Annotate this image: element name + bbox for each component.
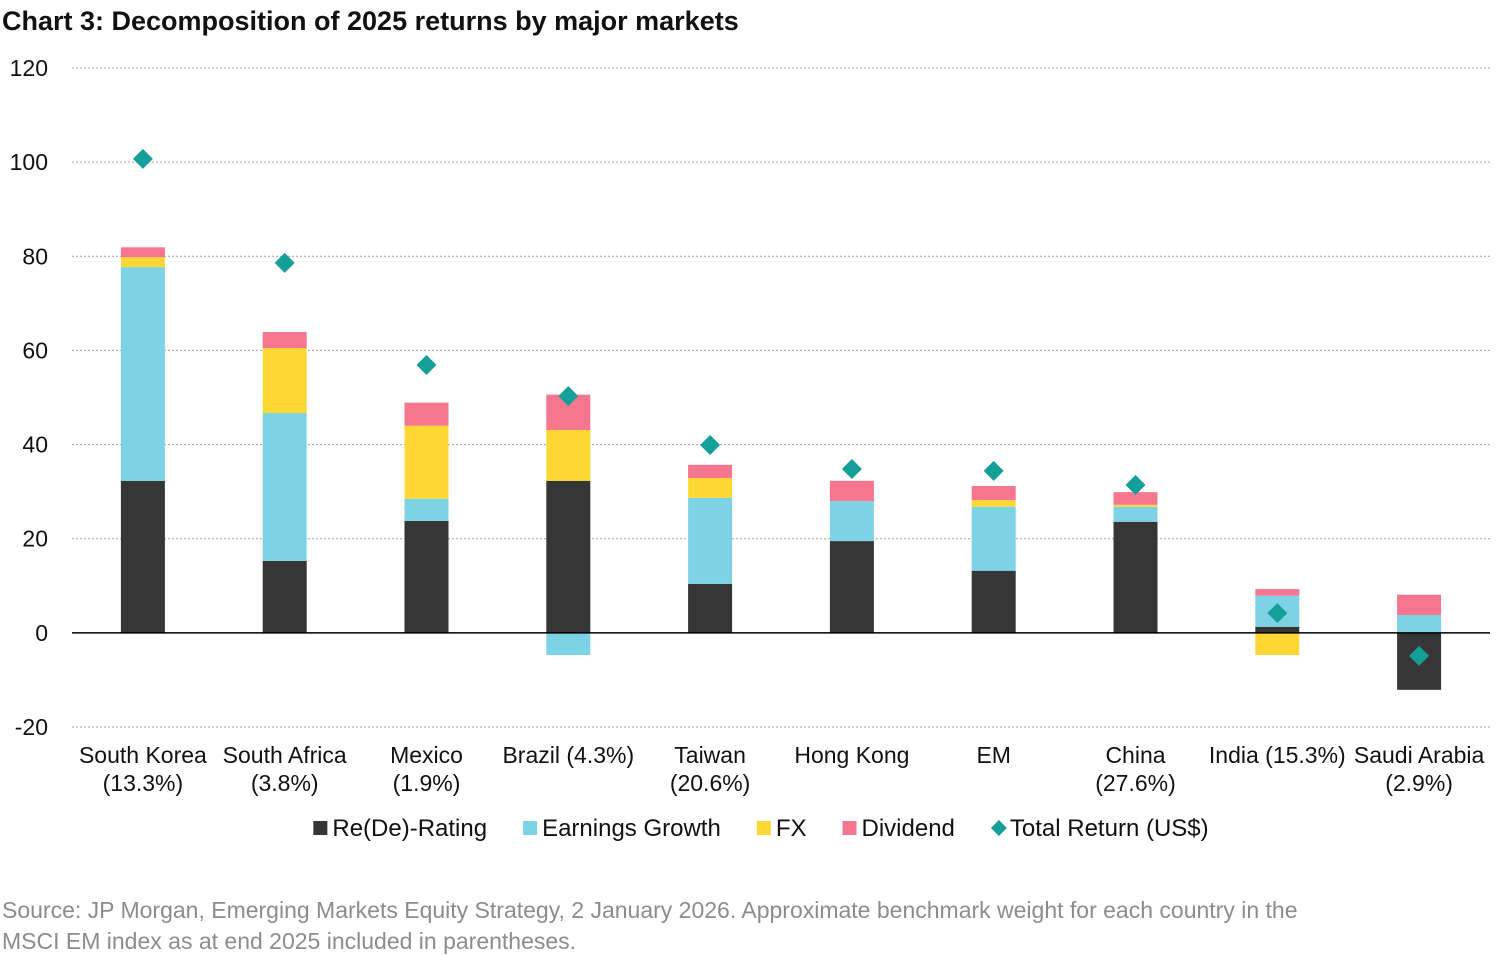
source-note: Source: JP Morgan, Emerging Markets Equi… [2, 897, 1297, 923]
bar-segment [262, 332, 307, 349]
legend-symbol [842, 821, 857, 835]
legend-label: Re(De)-Rating [332, 815, 487, 842]
total-marker [558, 386, 579, 407]
total-marker [1409, 645, 1430, 666]
chart-title: Chart 3: Decomposition of 2025 returns b… [2, 6, 739, 36]
x-tick-label: (2.9%) [1385, 770, 1453, 796]
bar-segment [1397, 594, 1442, 615]
bar-segment [688, 497, 733, 584]
bar-segment [1397, 614, 1442, 633]
bar-segment [971, 506, 1016, 571]
total-marker [983, 460, 1004, 481]
total-marker [274, 252, 295, 273]
bar-segment [688, 583, 733, 633]
y-tick-label: -20 [15, 714, 48, 740]
y-tick-label: 60 [22, 337, 48, 363]
total-marker [416, 355, 437, 376]
y-tick-label: 20 [22, 526, 48, 552]
bar-segment [404, 498, 449, 521]
x-tick-label: India (15.3%) [1209, 742, 1346, 768]
bar-segment [971, 570, 1016, 633]
bar-segment [1255, 632, 1300, 655]
x-tick-label: Brazil (4.3%) [502, 742, 634, 768]
y-tick-label: 120 [10, 55, 48, 81]
x-tick-label: South Africa [223, 742, 347, 768]
bar-segment [1113, 506, 1158, 522]
bar-segment [404, 402, 449, 426]
bar-segment [120, 247, 165, 258]
bar-segment [688, 477, 733, 498]
bar-segment [971, 500, 1016, 507]
bar-segment [262, 413, 307, 561]
legend-symbol [313, 821, 328, 835]
bar-segment [688, 464, 733, 478]
bar-segment [1113, 521, 1158, 633]
bar-segment [546, 632, 591, 655]
total-marker [700, 435, 721, 456]
bar-segment [546, 480, 591, 633]
x-tick-label: (1.9%) [393, 770, 461, 796]
bar-segment [1113, 504, 1158, 507]
bar-segment [829, 541, 874, 633]
x-tick-label: Saudi Arabia [1354, 742, 1485, 768]
x-tick-label: (13.3%) [103, 770, 184, 796]
x-tick-label: (3.8%) [251, 770, 319, 796]
total-marker [1125, 475, 1146, 496]
legend-symbol [523, 821, 538, 835]
legend: Re(De)-Rating Earnings Growth FX Dividend To… [313, 815, 1209, 842]
x-tick-label: South Korea [79, 742, 207, 768]
y-tick-label: 80 [22, 243, 48, 269]
legend-symbol [990, 820, 1007, 836]
bar-segment [262, 348, 307, 414]
y-tick-label: 100 [10, 149, 48, 175]
bar-segment [1255, 626, 1300, 633]
x-tick-label: Taiwan [674, 742, 746, 768]
legend-label: Dividend [862, 815, 955, 842]
bar-segment [546, 429, 591, 481]
legend-label: Earnings Growth [542, 815, 721, 842]
bar-segment [404, 425, 449, 499]
bar-segment [120, 267, 165, 481]
total-marker [841, 459, 862, 480]
total-marker [132, 148, 153, 169]
y-tick-label: 0 [35, 620, 48, 646]
legend-label: Total Return (US$) [1010, 815, 1209, 842]
y-tick-label: 40 [22, 432, 48, 458]
bar-segment [1255, 589, 1300, 596]
x-tick-label: Mexico [390, 742, 463, 768]
bar-segment [829, 501, 874, 542]
x-tick-label: (27.6%) [1095, 770, 1176, 796]
legend-label: FX [776, 815, 807, 842]
bar-segment [971, 485, 1016, 501]
bar-segment [829, 480, 874, 502]
x-tick-label: China [1105, 742, 1165, 768]
x-tick-label: EM [976, 742, 1011, 768]
x-tick-label: (20.6%) [670, 770, 751, 796]
x-tick-label: Hong Kong [794, 742, 909, 768]
bar-segment [1113, 492, 1158, 505]
legend-symbol [756, 821, 771, 835]
total-marker [1267, 603, 1288, 624]
source-note: MSCI EM index as at end 2025 included in… [2, 928, 576, 954]
bar-segment [404, 520, 449, 633]
bar-segment [262, 560, 307, 633]
bar-segment [120, 257, 165, 268]
bar-segment [120, 480, 165, 633]
